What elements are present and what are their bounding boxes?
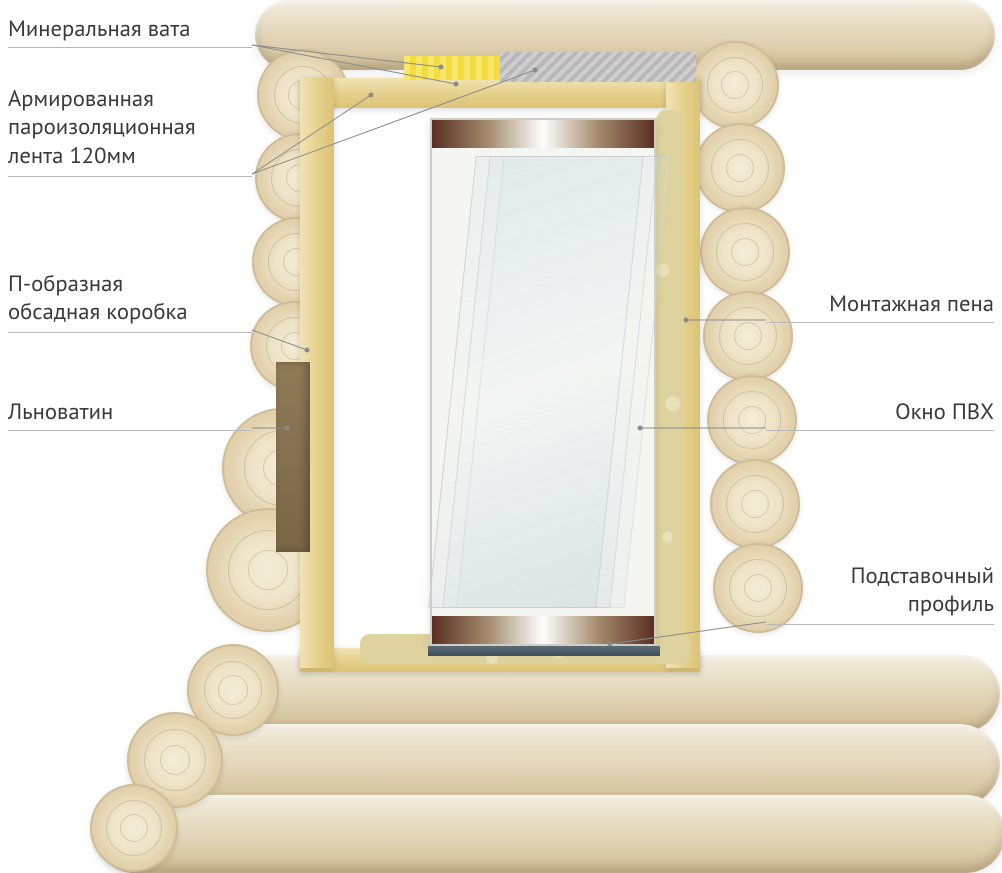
label-underline: [8, 332, 252, 333]
label-pvc: Окно ПВХ: [766, 398, 994, 426]
log-end: [710, 459, 800, 549]
label-underline: [8, 430, 252, 431]
log-cylinder: [95, 795, 1002, 873]
log-end: [90, 784, 178, 872]
vapor-tape: [500, 52, 696, 82]
label-mineral: Минеральная вата: [8, 15, 252, 43]
label-underline: [8, 47, 252, 48]
pvc-profile-section: [432, 616, 654, 644]
label-tape: Армированная пароизоляционная лента 120м…: [8, 85, 252, 170]
log-end: [691, 41, 779, 129]
label-lno: Льноватин: [8, 398, 252, 426]
label-foam: Монтажная пена: [766, 290, 994, 318]
label-underline: [766, 322, 994, 323]
pvc-profile-section: [432, 120, 654, 148]
label-subsill: Подставочный профиль: [766, 562, 994, 619]
label-underline: [766, 430, 994, 431]
label-casing: П-образная обсадная коробка: [8, 270, 252, 327]
label-underline: [766, 624, 994, 625]
casing-frame: [300, 78, 700, 108]
log-cylinder: [130, 724, 1000, 806]
mineral-wool: [404, 56, 500, 80]
sub-sill-profile: [428, 646, 660, 656]
log-end: [700, 207, 790, 297]
log-end: [695, 123, 785, 213]
lnovat-insulation: [276, 362, 310, 552]
label-underline: [8, 176, 252, 177]
